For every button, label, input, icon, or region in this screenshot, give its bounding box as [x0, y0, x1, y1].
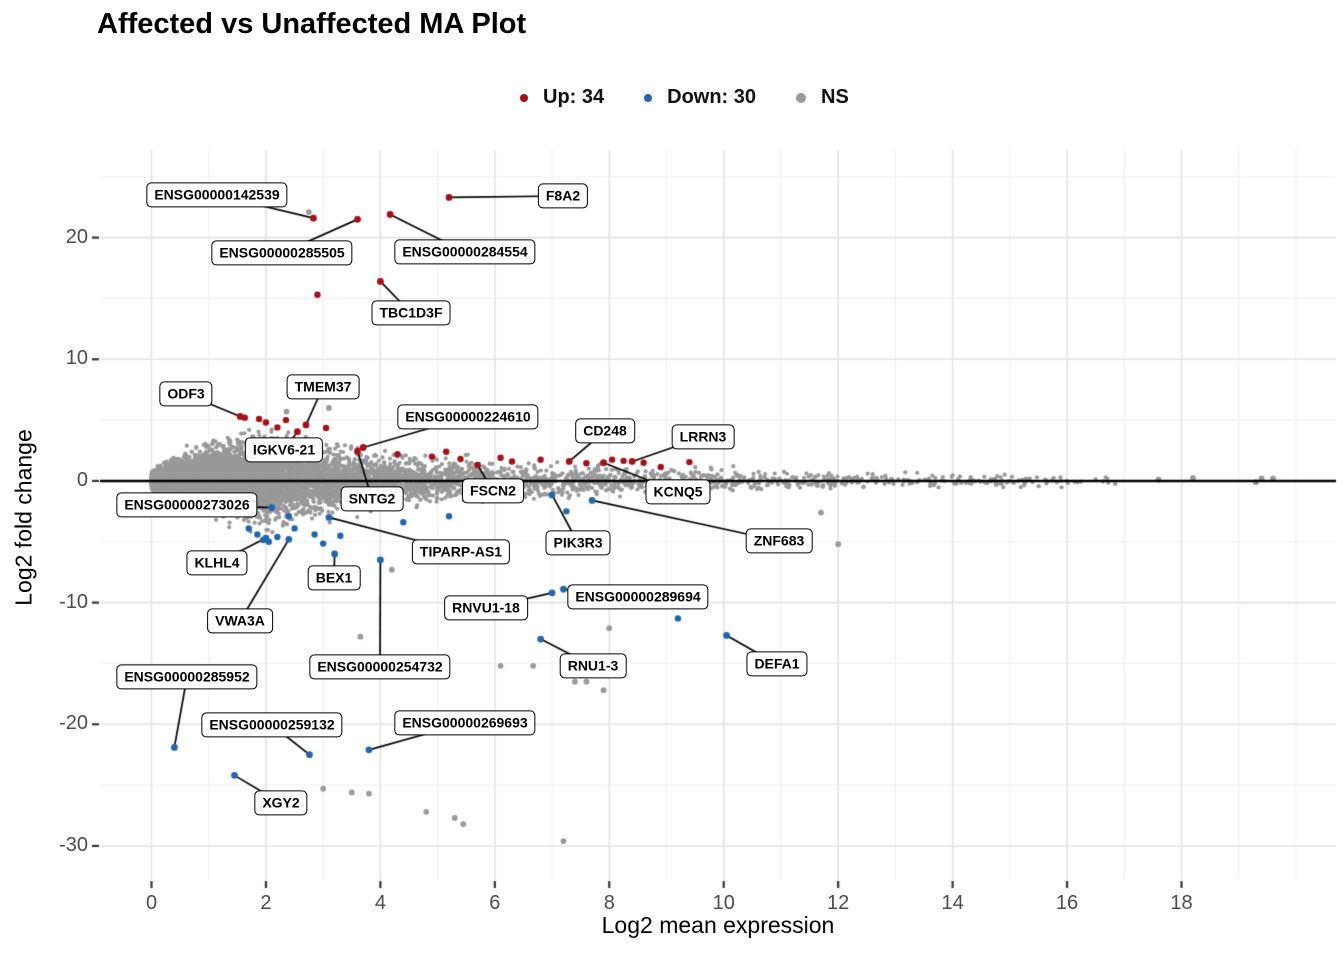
- gene-label-ensg00000285952: ENSG00000285952: [116, 664, 258, 690]
- x-tick-label: 8: [603, 892, 615, 914]
- y-axis-title: Log2 fold change: [10, 429, 37, 606]
- y-tick-label: -10: [59, 590, 88, 613]
- gene-label-kcnq5: KCNQ5: [645, 479, 711, 505]
- gene-label-xgy2: XGY2: [254, 790, 308, 816]
- y-tick-label: -30: [59, 833, 88, 856]
- gene-label-igkv6-21: IGKV6-21: [244, 437, 324, 463]
- gene-label-ensg00000289694: ENSG00000289694: [567, 584, 709, 610]
- x-tick-label: 0: [145, 892, 158, 914]
- legend: Up: 34 Down: 30 NS: [520, 86, 849, 109]
- x-tick-label: 18: [1170, 892, 1193, 914]
- legend-ns-label: NS: [821, 86, 849, 108]
- gene-label-odf3: ODF3: [159, 381, 213, 407]
- x-tick-label: 16: [1055, 892, 1079, 914]
- down-dot-icon: [644, 93, 653, 102]
- gene-label-znf683: ZNF683: [745, 528, 813, 554]
- x-tick-label: 2: [260, 892, 272, 914]
- gene-label-ensg00000254732: ENSG00000254732: [309, 654, 451, 680]
- gene-label-fscn2: FSCN2: [462, 478, 524, 504]
- y-tick-label: 0: [76, 468, 88, 491]
- x-tick-label: 14: [941, 892, 964, 914]
- gene-label-klhl4: KLHL4: [186, 550, 248, 576]
- x-tick-label: 10: [712, 892, 735, 914]
- gene-label-ensg00000284554: ENSG00000284554: [394, 239, 536, 265]
- gene-label-vwa3a: VWA3A: [207, 608, 273, 634]
- gene-label-ensg00000142539: ENSG00000142539: [146, 182, 288, 208]
- gene-label-tiparp-as1: TIPARP-AS1: [411, 539, 511, 565]
- up-dot-icon: [520, 93, 528, 102]
- legend-up-label: Up: 34: [543, 86, 605, 108]
- gene-label-f8a2: F8A2: [537, 183, 589, 209]
- legend-item-up: Up: 34: [520, 86, 604, 109]
- x-tick-label: 6: [489, 892, 501, 914]
- legend-down-label: Down: 30: [667, 86, 757, 108]
- gene-label-ensg00000269693: ENSG00000269693: [394, 710, 536, 736]
- x-tick-label: 12: [827, 892, 850, 914]
- gene-label-ensg00000285505: ENSG00000285505: [211, 240, 353, 266]
- gene-label-ensg00000224610: ENSG00000224610: [397, 404, 539, 430]
- gene-label-ensg00000273026: ENSG00000273026: [116, 492, 258, 518]
- gene-label-cd248: CD248: [575, 418, 635, 444]
- gene-label-defa1: DEFA1: [746, 651, 808, 677]
- gene-label-rnu1-3: RNU1-3: [559, 653, 627, 679]
- gene-label-sntg2: SNTG2: [340, 486, 404, 512]
- gene-label-pik3r3: PIK3R3: [545, 530, 611, 556]
- plot-title: Affected vs Unaffected MA Plot: [97, 8, 527, 40]
- gene-label-ensg00000259132: ENSG00000259132: [201, 712, 343, 738]
- x-axis-title: Log2 mean expression: [601, 912, 835, 938]
- y-tick-label: 10: [65, 347, 88, 370]
- x-tick-label: 4: [374, 892, 386, 914]
- gene-label-tmem37: TMEM37: [286, 374, 360, 400]
- gene-label-tbc1d3f: TBC1D3F: [371, 300, 451, 326]
- gene-label-bex1: BEX1: [307, 565, 361, 591]
- gene-label-rnvu1-18: RNVU1-18: [444, 595, 528, 621]
- y-tick-label: -20: [59, 712, 88, 735]
- legend-item-ns: NS: [796, 86, 849, 109]
- ns-dot-icon: [796, 92, 807, 103]
- y-tick-label: 20: [65, 225, 88, 248]
- legend-item-down: Down: 30: [644, 86, 756, 109]
- gene-label-lrrn3: LRRN3: [671, 424, 735, 450]
